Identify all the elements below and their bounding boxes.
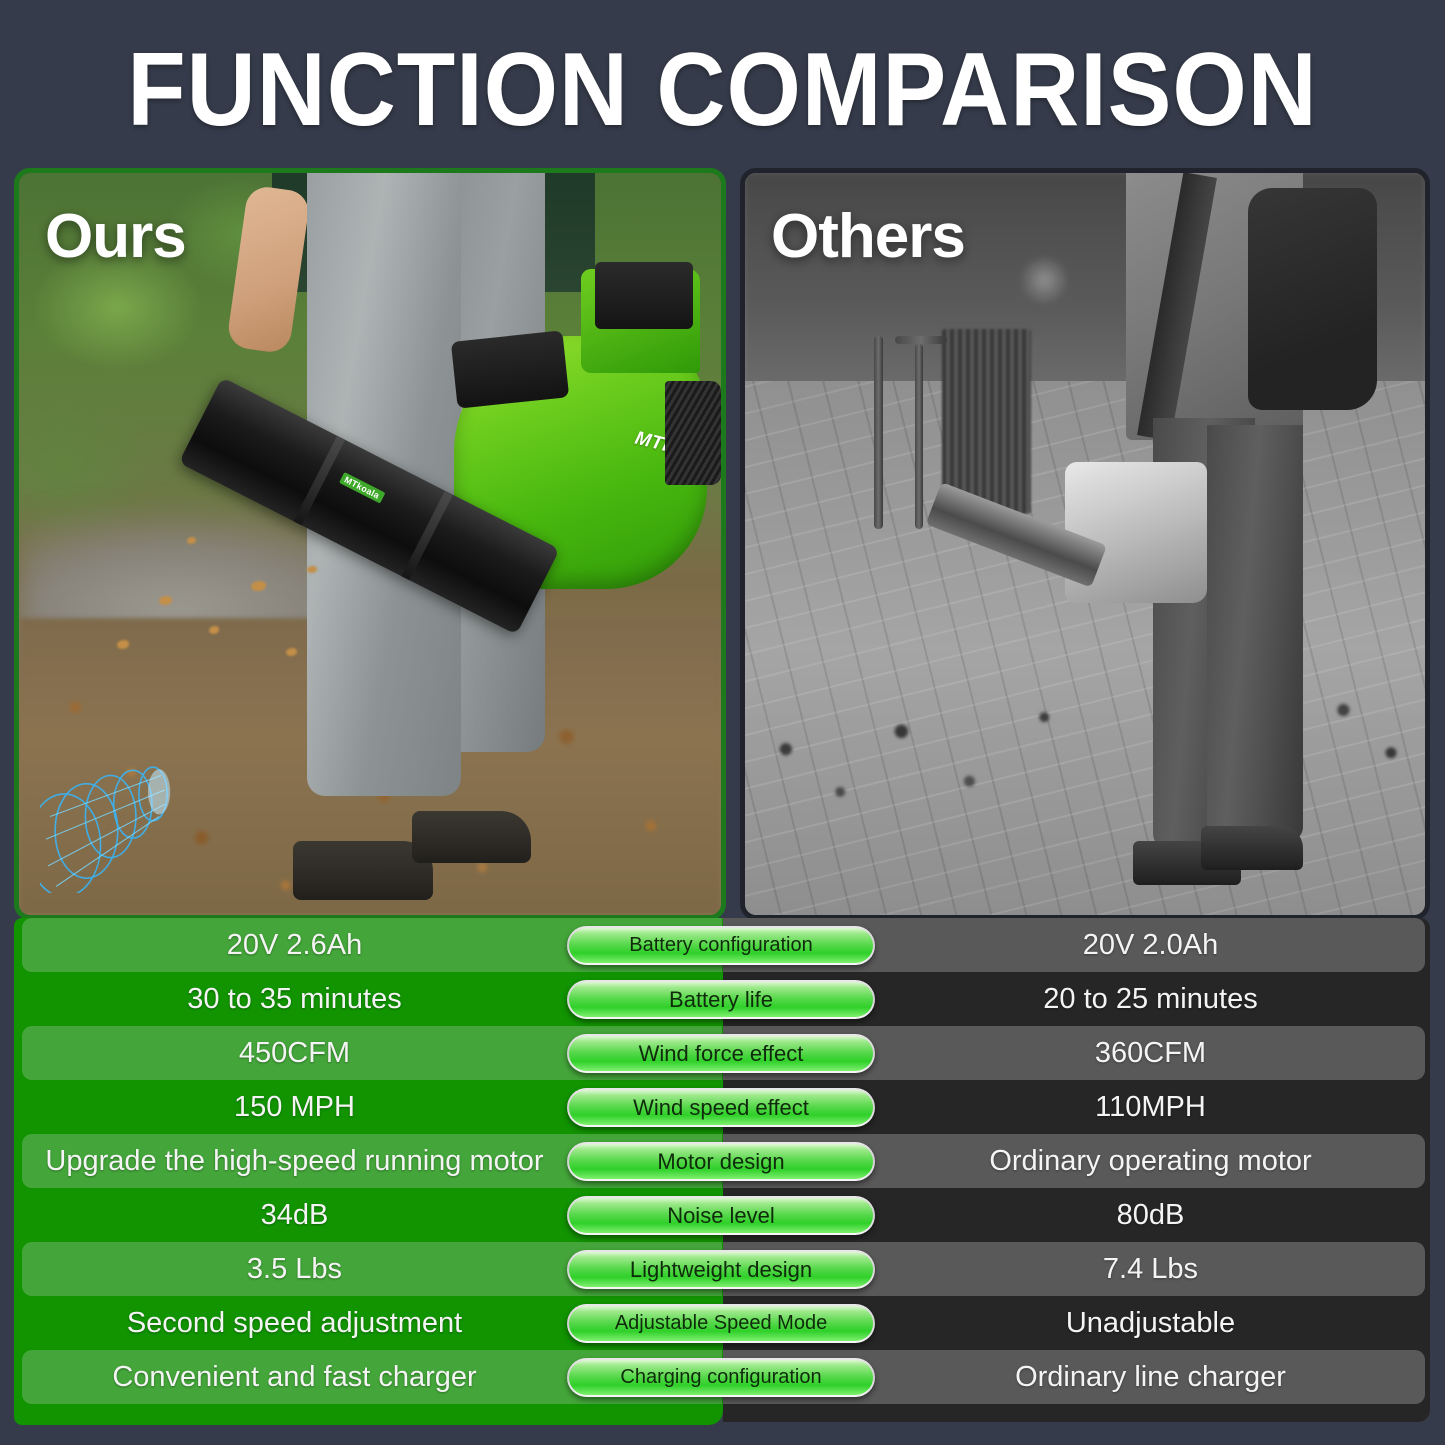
airflow-effect [27,759,201,898]
comparison-table: 20V 2.6Ah 20V 2.0Ah Battery configuration 3… [0,918,1445,1430]
cell-ours-value: 30 to 35 minutes [187,982,402,1015]
feature-pill-label: Battery configuration [569,928,873,963]
feature-pill-label: Wind speed effect [569,1090,873,1125]
table-row: Second speed adjustment Unadjustable Adjus… [0,1296,1445,1350]
feature-pill[interactable]: Wind speed effect [567,1088,875,1127]
feature-pill[interactable]: Adjustable Speed Mode [567,1304,875,1343]
feature-pill-label: Lightweight design [569,1252,873,1287]
flying-leaf [187,536,197,544]
photo-others: Others [740,168,1430,920]
flying-leaf [250,581,266,592]
flying-leaf [208,625,219,634]
table-row: 3.5 Lbs 7.4 Lbs Lightweight design [0,1242,1445,1296]
feature-pill-label: Charging configuration [569,1360,873,1395]
table-row: 34dB 80dB Noise level [0,1188,1445,1242]
feature-pill[interactable]: Noise level [567,1196,875,1235]
table-row: Convenient and fast charger Ordinary line… [0,1350,1445,1404]
feature-pill[interactable]: Charging configuration [567,1358,875,1397]
comparison-rows: 20V 2.6Ah 20V 2.0Ah Battery configuration 3… [0,918,1445,1404]
cell-others-value: Ordinary operating motor [989,1144,1312,1177]
blower-battery [594,262,693,329]
bike-rack-post [874,336,884,530]
cell-ours-value: Convenient and fast charger [112,1360,477,1393]
cell-others-value: 20V 2.0Ah [1082,928,1219,961]
table-row: 450CFM 360CFM Wind force effect [0,1026,1445,1080]
feature-pill[interactable]: Battery configuration [567,926,875,965]
cell-others-value: 80dB [1116,1198,1185,1231]
nozzle-brand-tag: MTkoala [339,471,386,504]
cell-ours-value: 20V 2.6Ah [226,928,363,961]
feature-pill[interactable]: Lightweight design [567,1250,875,1289]
worker-backpack [1248,187,1378,411]
feature-pill[interactable]: Motor design [567,1142,875,1181]
photo-ours-scene: MTkoala MTkoala [19,173,721,915]
cell-ours-value: 450CFM [238,1036,351,1069]
page-title: FUNCTION COMPARISON [127,32,1318,148]
worker-shoe-front [292,840,434,901]
feature-pill-label: Wind force effect [569,1036,873,1071]
worker-shoe-back [412,811,532,864]
flying-leaf [117,640,130,650]
bike-rack-bar [894,336,947,345]
table-row: Upgrade the high-speed running motor Ordi… [0,1134,1445,1188]
feature-pill-label: Battery life [569,982,873,1017]
table-row: 30 to 35 minutes 20 to 25 minutes Battery … [0,972,1445,1026]
blower-handle [451,330,570,409]
scattered-leaves [745,677,1425,856]
cell-ours-value: 3.5 Lbs [246,1252,343,1285]
cell-others-value: Unadjustable [1065,1306,1236,1339]
feature-pill-label: Motor design [569,1144,873,1179]
cell-others-value: Ordinary line charger [1015,1360,1286,1393]
bike-rack-post [915,343,923,530]
photo-ours: MTkoala MTkoala [14,168,726,920]
feature-pill-label: Adjustable Speed Mode [569,1306,873,1341]
cell-ours-value: 34dB [260,1198,329,1231]
cell-others-value: 20 to 25 minutes [1043,982,1258,1015]
feature-pill-label: Noise level [569,1198,873,1233]
flying-leaf [285,647,297,656]
blower-air-intake [664,380,721,485]
cell-others-value: 360CFM [1094,1036,1207,1069]
feature-pill[interactable]: Battery life [567,980,875,1019]
photo-label-others: Others [771,202,966,271]
photo-others-scene [745,173,1425,915]
cell-others-value: 110MPH [1095,1090,1206,1123]
nozzle-joint-1 [293,435,346,526]
table-row: 150 MPH 110MPH Wind speed effect [0,1080,1445,1134]
flying-leaf [159,595,173,605]
cell-ours-value: Second speed adjustment [126,1306,463,1339]
cell-others-value: 7.4 Lbs [1102,1252,1199,1285]
flying-leaf [306,566,317,574]
cell-ours-value: 150 MPH [234,1090,355,1123]
nozzle-joint-2 [401,490,454,581]
table-row: 20V 2.6Ah 20V 2.0Ah Battery configuration [0,918,1445,972]
photo-label-ours: Ours [45,202,187,271]
cell-ours-value: Upgrade the high-speed running motor [45,1144,544,1177]
trash-bin [942,328,1031,515]
feature-pill[interactable]: Wind force effect [567,1034,875,1073]
